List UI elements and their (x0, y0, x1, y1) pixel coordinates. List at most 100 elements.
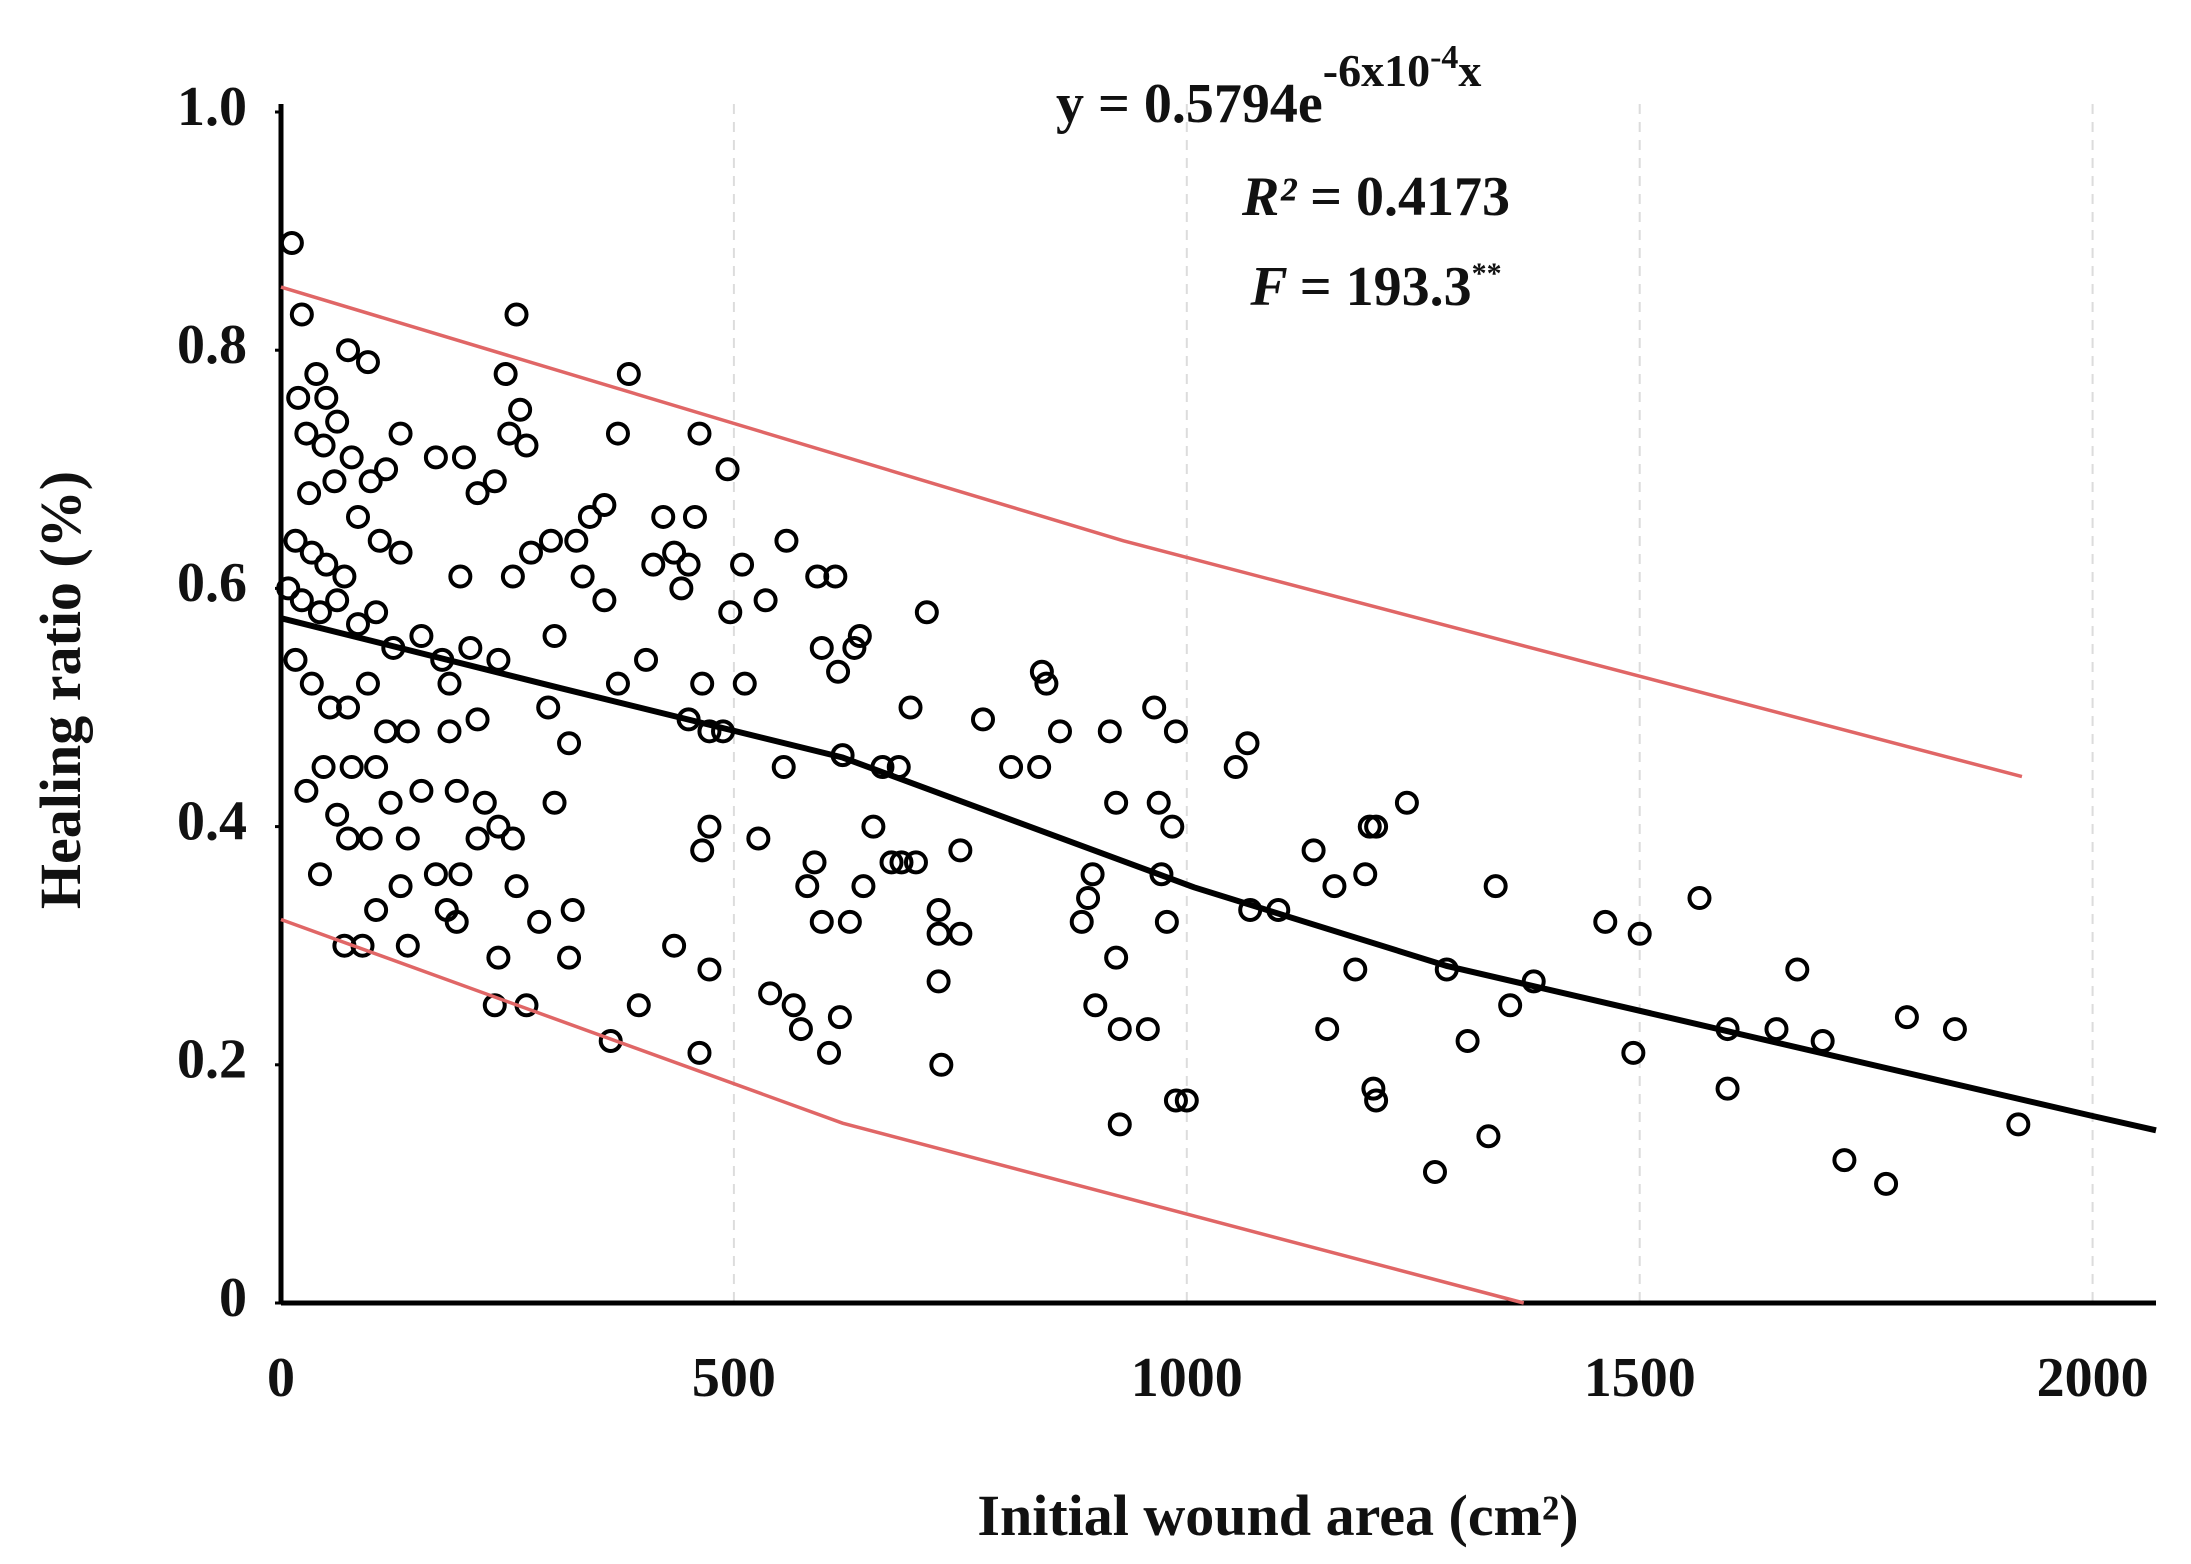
data-point (388, 874, 413, 899)
data-point (364, 755, 389, 780)
data-point (486, 945, 511, 970)
data-point (1687, 886, 1712, 911)
data-point (697, 814, 722, 839)
data-point (847, 624, 872, 649)
data-point (970, 707, 995, 732)
data-point (307, 600, 332, 625)
data-point (519, 540, 543, 565)
data-point (437, 671, 462, 696)
data-point (1029, 659, 1054, 684)
data-point (827, 1005, 852, 1030)
data-point (332, 564, 357, 589)
data-point (697, 719, 722, 744)
data-point (826, 659, 851, 684)
data-point (289, 588, 314, 613)
equation-exponent: -6x10 (1323, 45, 1430, 96)
data-point (662, 933, 687, 958)
data-point (538, 528, 563, 553)
data-point (641, 552, 666, 577)
data-point (465, 826, 490, 851)
data-point (999, 755, 1024, 780)
data-point (395, 826, 420, 851)
data-point (1764, 1017, 1789, 1042)
data-point (289, 302, 314, 327)
data-point (493, 362, 518, 387)
data-point (339, 445, 364, 470)
data-point (504, 874, 529, 899)
y-tick-label: 0.8 (177, 314, 247, 376)
data-point (500, 564, 525, 589)
data-point (1361, 1076, 1386, 1101)
data-point (1483, 874, 1508, 899)
data-point (325, 802, 350, 827)
f-value: = 193.3 (1300, 256, 1472, 318)
data-point (1455, 1028, 1480, 1053)
data-point (837, 909, 862, 934)
data-point (1498, 993, 1523, 1018)
data-point (388, 421, 413, 446)
data-point (409, 778, 434, 803)
data-point (898, 695, 923, 720)
data-point (1422, 1159, 1447, 1184)
data-point (322, 469, 347, 494)
data-point (914, 600, 939, 625)
data-point (472, 790, 497, 815)
data-point (294, 778, 319, 803)
f-significance: ** (1472, 257, 1502, 290)
data-point (514, 433, 539, 458)
data-point (1163, 1088, 1188, 1113)
data-point (634, 647, 659, 672)
data-point (1593, 909, 1618, 934)
data-point (409, 624, 434, 649)
r-squared: R² = 0.4173 (1241, 166, 1510, 228)
data-point (903, 850, 928, 875)
data-point (297, 481, 322, 506)
data-point (355, 671, 380, 696)
data-point (1174, 1088, 1199, 1113)
data-point (651, 504, 676, 529)
data-point (697, 957, 722, 982)
trend-line (280, 615, 2157, 1134)
data-point (294, 421, 319, 446)
data-point (345, 504, 370, 529)
data-point (542, 790, 567, 815)
data-point (451, 445, 476, 470)
data-point (1364, 814, 1389, 839)
data-point (482, 469, 507, 494)
data-point (325, 409, 350, 434)
data-point (1627, 921, 1652, 946)
data-point (687, 1040, 712, 1065)
data-point (367, 528, 392, 553)
data-point (1135, 1017, 1160, 1042)
data-point (423, 445, 448, 470)
data-point (311, 755, 336, 780)
data-point (1097, 719, 1122, 744)
data-point (626, 993, 651, 1018)
data-point (795, 874, 820, 899)
data-point (1027, 755, 1052, 780)
data-point (358, 469, 383, 494)
f-statistic: F = 193.3** (1249, 256, 1501, 318)
data-point (564, 528, 589, 553)
data-point (448, 564, 473, 589)
data-point (926, 897, 951, 922)
data-point (1343, 957, 1368, 982)
data-point (276, 576, 301, 601)
data-point (336, 695, 361, 720)
data-point (1107, 1112, 1132, 1137)
data-point (299, 671, 324, 696)
data-point (1076, 886, 1101, 911)
data-point (527, 909, 552, 934)
data-point (497, 421, 522, 446)
data-point (423, 862, 448, 887)
data-point (1832, 1148, 1857, 1173)
data-point (444, 909, 469, 934)
x-tick-label: 1500 (1584, 1347, 1696, 1409)
data-point (682, 504, 707, 529)
data-point (948, 921, 973, 946)
equation: y = 0.5794e-6x10-4x (1056, 39, 1481, 135)
data-point (358, 826, 383, 851)
data-point (355, 350, 380, 375)
y-tick-label: 0.6 (177, 552, 247, 614)
data-point (536, 695, 561, 720)
